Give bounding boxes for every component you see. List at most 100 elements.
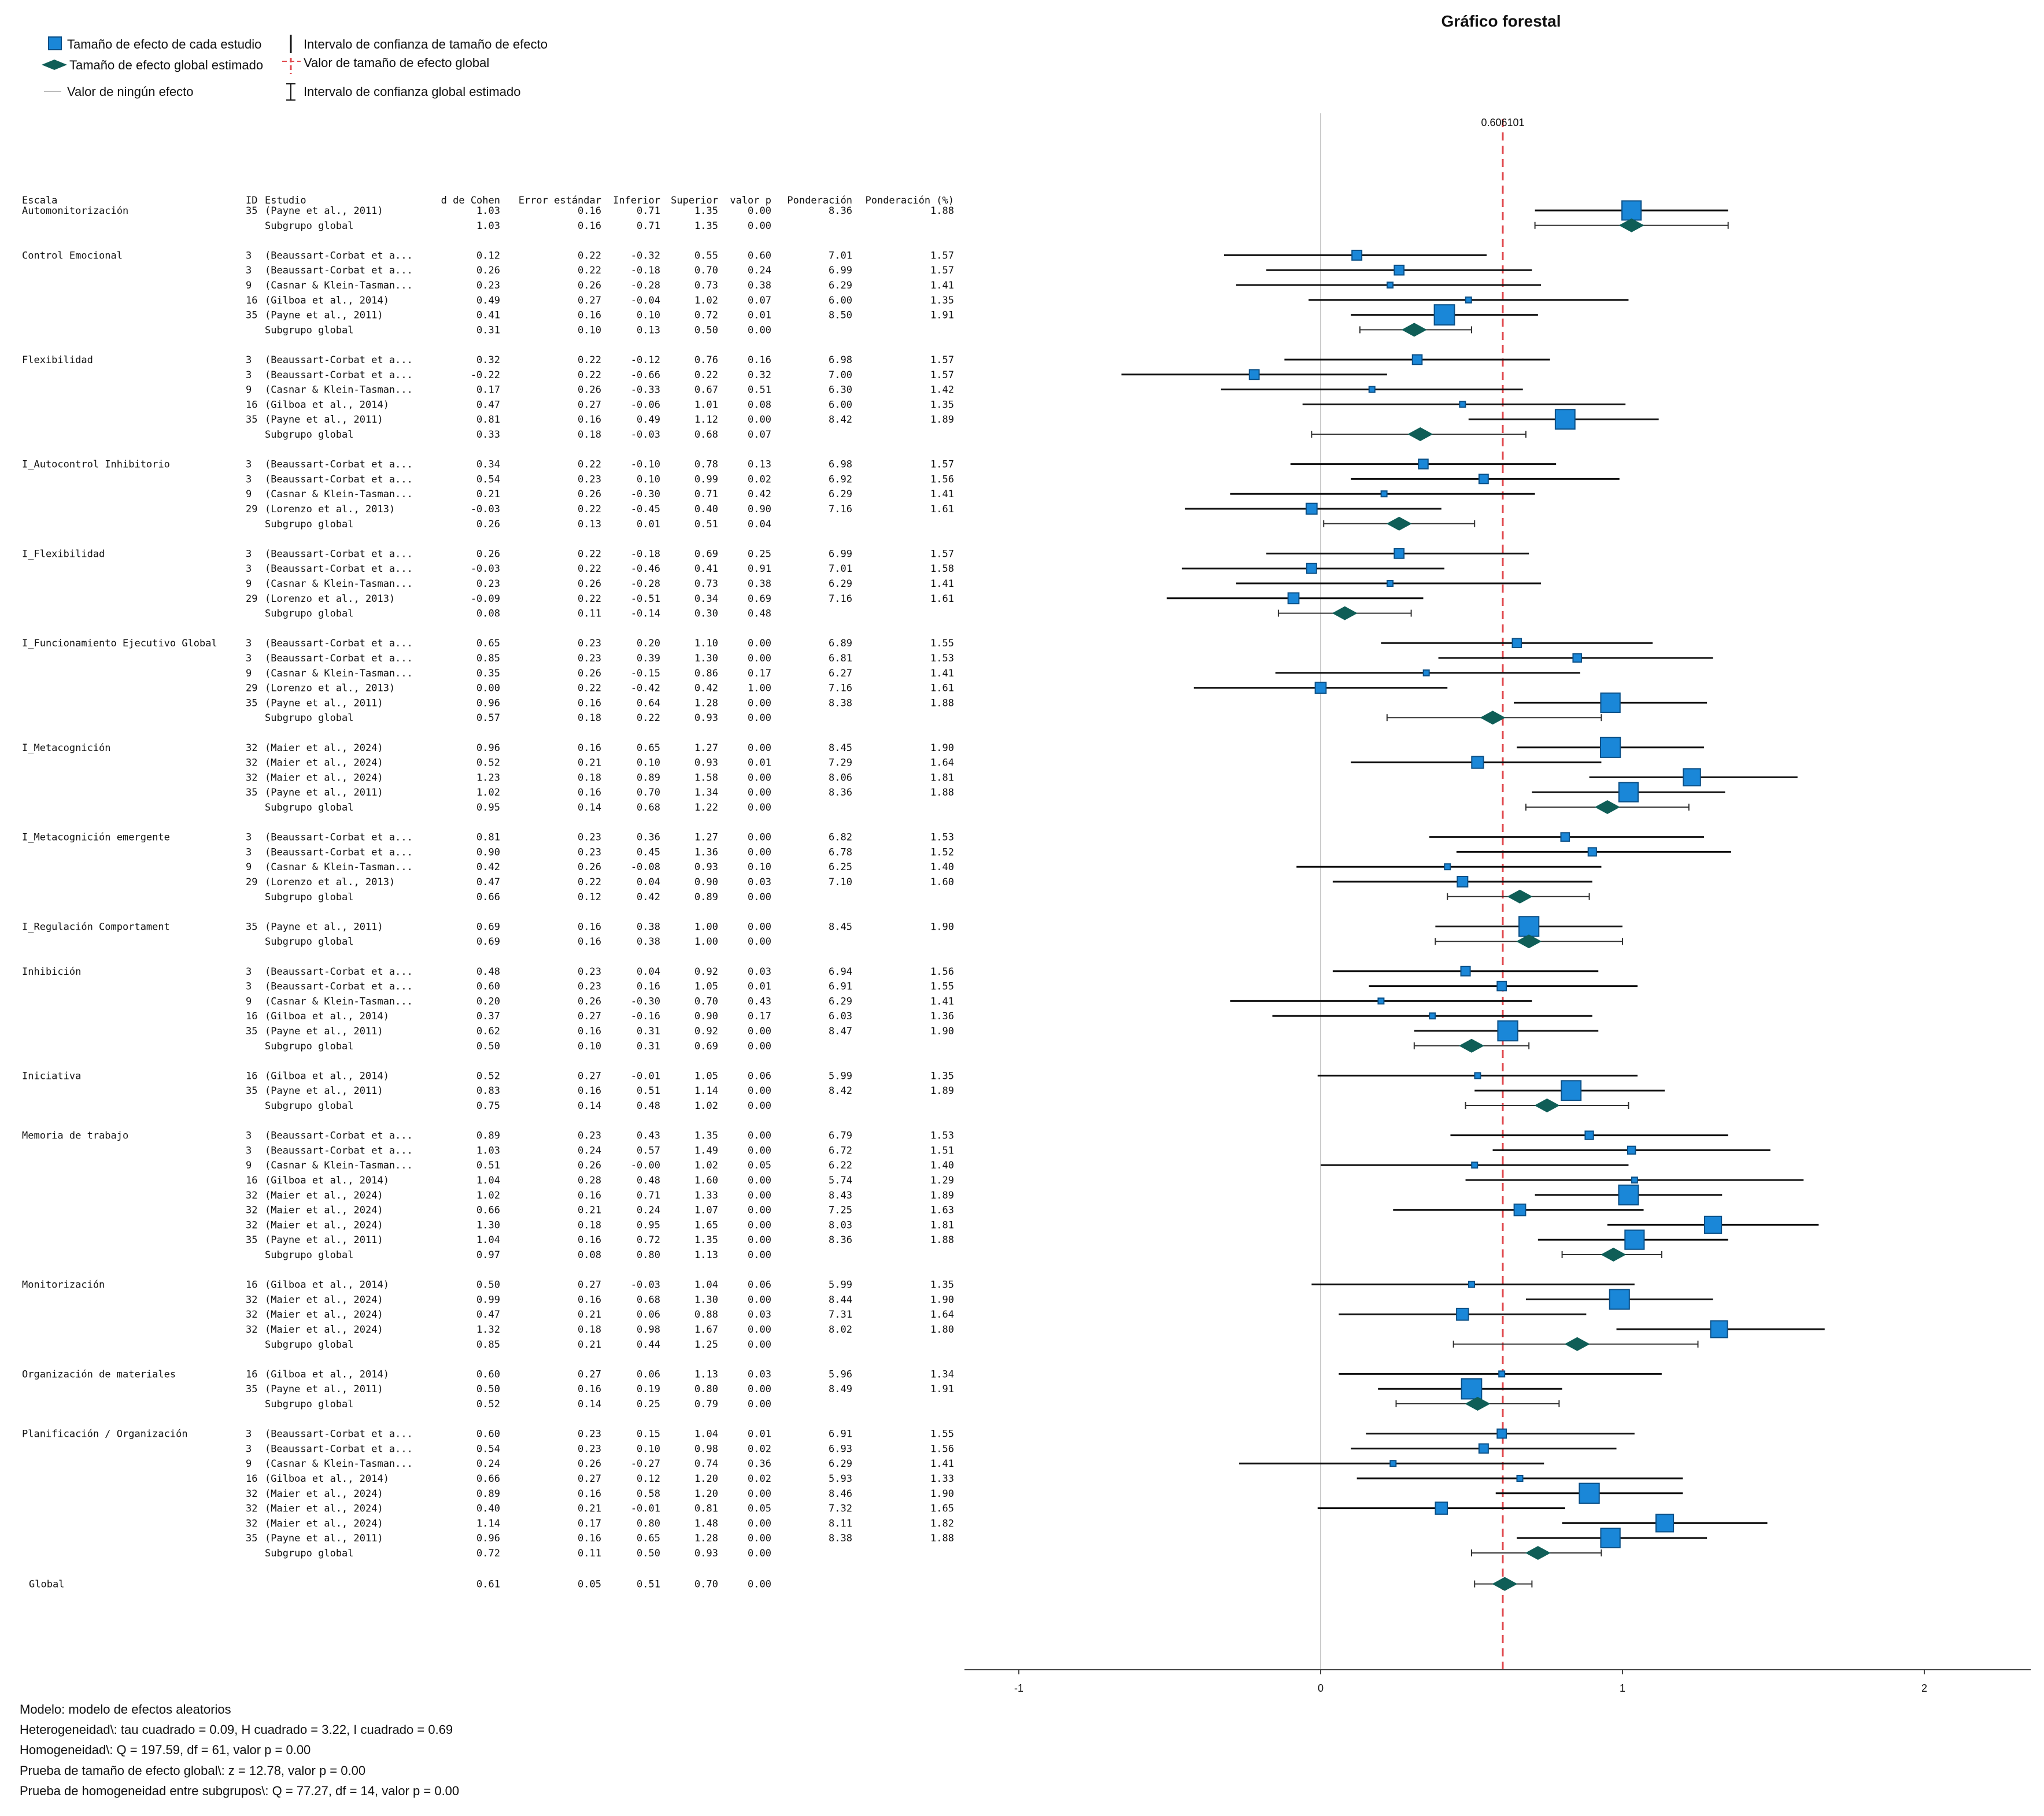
cell-d: 0.54 [476,1443,500,1455]
cell-upper: 1.33 [694,1190,718,1201]
cell-p: 0.01 [748,981,771,993]
cell-weight: 8.06 [829,772,852,783]
table-row: 32 (Maier et al., 2024) 0.66 0.21 0.24 1.07 0.… [246,1205,954,1216]
col-p: valor p [730,195,771,206]
cell-weight: 6.22 [829,1160,852,1171]
cell-weight: 6.29 [829,1458,852,1470]
subgroup-diamond [1480,711,1506,725]
cell-d: 1.23 [476,772,500,783]
table-row: 9 (Casnar & Klein-Tasman... 0.21 0.26 -0.30 0… [246,489,954,500]
cell-upper: 1.02 [694,1100,718,1112]
cell-se: 0.14 [578,1399,601,1410]
cell-lower: 0.57 [637,1145,660,1156]
cell-study: (Beaussart-Corbat et a... [265,1429,413,1440]
subtotal-row: Subgrupo global 0.72 0.11 0.50 0.93 0.00 [265,1548,771,1559]
study-effect-square [1618,782,1639,802]
cell-weight-pct: 1.63 [930,1205,954,1216]
cell-upper: 0.67 [694,384,718,396]
subtotal-row: Subgrupo global 0.31 0.10 0.13 0.50 0.00 [265,324,771,336]
cell-d: 0.54 [476,474,500,485]
subtotal-label: Subgrupo global [265,220,354,232]
cell-se: 0.22 [578,593,601,605]
group-2: Control Emocional 3 (Beaussart-Corbat et a… [22,250,954,336]
group-label: Iniciativa [22,1070,81,1082]
cell-lower: -0.28 [631,280,660,291]
cell-upper: 1.36 [694,846,718,858]
cell-d: 1.02 [476,787,500,798]
cell-weight-pct: 1.89 [930,1190,954,1201]
cell-se: 0.27 [578,1473,601,1485]
cell-weight-pct: 1.90 [930,1294,954,1305]
cell-p: 0.03 [748,1369,771,1380]
cell-study: (Maier et al., 2024) [265,1503,383,1515]
group-label: I_Autocontrol Inhibitorio [22,459,170,471]
cell-weight-pct: 1.53 [930,1130,954,1142]
cell-weight-pct: 1.57 [930,250,954,261]
cell-se: 0.16 [578,1294,601,1305]
cell-p: 0.00 [748,787,771,798]
cell-study: (Casnar & Klein-Tasman... [265,489,413,500]
cell-d: 0.24 [476,1458,500,1470]
cell-weight-pct: 1.81 [930,1219,954,1231]
cell-d: 0.26 [476,265,500,276]
subgroup-diamond [1594,800,1620,814]
subgroup-diamond [1534,1099,1560,1112]
cell-upper: 0.92 [694,1026,718,1037]
table-row: 35 (Payne et al., 2011) 0.50 0.16 0.19 0.80 0.… [246,1384,954,1395]
cell-weight-pct: 1.57 [930,459,954,471]
cell-d: 0.85 [476,653,500,664]
table-row: 35 (Payne et al., 2011) 0.69 0.16 0.38 1.00 0.… [246,921,954,933]
x-tick-label: 2 [1921,1682,1927,1694]
cell-upper: 0.68 [694,429,718,441]
cell-se: 0.22 [578,876,601,888]
cell-lower: 0.01 [637,519,660,530]
cell-lower: 0.25 [637,1399,660,1410]
cell-weight: 8.46 [829,1488,852,1500]
group-10: Inhibición 3 (Beaussart-Corbat et a... 0.48… [22,966,954,1052]
cell-weight-pct: 1.35 [930,1070,954,1082]
cell-lower: 0.72 [637,1234,660,1246]
cell-d: 0.66 [476,1205,500,1216]
cell-id: 16 [246,1175,257,1186]
cell-lower: 0.38 [637,936,660,948]
cell-study: (Lorenzo et al., 2013) [265,593,395,605]
cell-upper: 0.93 [694,861,718,873]
cell-d: -0.09 [471,593,500,605]
group-label: Control Emocional [22,250,123,261]
cell-weight: 6.27 [829,668,852,679]
cell-id: 32 [246,1324,257,1336]
cell-lower: 0.71 [637,220,660,232]
cell-study: (Gilboa et al., 2014) [265,1473,389,1485]
table-row: 35 (Payne et al., 2011) 0.96 0.16 0.65 1.28 0.… [246,1533,954,1544]
cell-lower: 0.65 [637,1533,660,1544]
cell-se: 0.22 [578,683,601,694]
cell-upper: 1.30 [694,1294,718,1305]
overall-row: Global 0.61 0.05 0.51 0.70 0.00 [29,1579,771,1591]
cell-id: 3 [246,832,252,844]
cell-upper: 0.88 [694,1309,718,1321]
cell-weight: 6.03 [829,1011,852,1022]
cell-id: 3 [246,563,252,575]
cell-weight: 6.99 [829,548,852,560]
cell-d: 0.23 [476,578,500,590]
cell-p: 0.08 [748,399,771,410]
cell-p: 0.07 [748,295,771,306]
cell-d: 0.51 [476,1160,500,1171]
cell-lower: 0.13 [637,324,660,336]
subtotal-label: Subgrupo global [265,1100,354,1112]
table-row: 35 (Payne et al., 2011) 0.81 0.16 0.49 1.12 0.… [246,414,954,426]
legend: Tamaño de efecto de cada estudio Tamaño … [42,35,548,101]
cell-upper: 0.78 [694,459,718,471]
cell-d: 0.62 [476,1026,500,1037]
cell-study: (Casnar & Klein-Tasman... [265,996,413,1007]
subtotal-row: Subgrupo global 0.97 0.08 0.80 1.13 0.00 [265,1249,771,1261]
cell-upper: 0.80 [694,1384,718,1395]
study-effect-square [1422,669,1430,676]
cell-weight: 8.43 [829,1190,852,1201]
cell-weight: 8.11 [829,1518,852,1529]
plot-area: 0.606101 [964,113,2031,1670]
cell-upper: 0.70 [694,996,718,1007]
study-effect-square [1560,832,1570,842]
footer-homogeneity: Homogeneidad\: Q = 197.59, df = 61, valo… [20,1743,311,1757]
cell-study: (Beaussart-Corbat et a... [265,265,413,276]
